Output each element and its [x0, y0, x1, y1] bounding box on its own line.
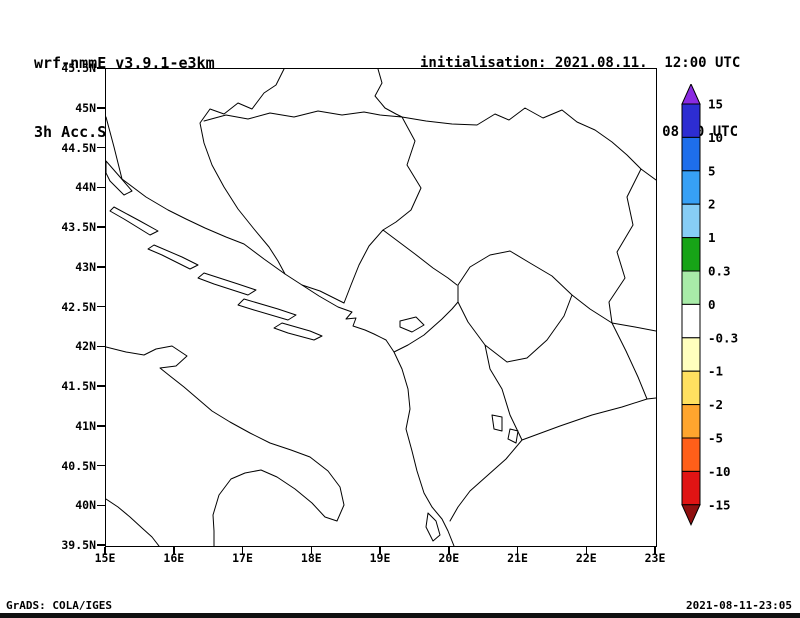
lat-tick-mark [97, 186, 105, 188]
lat-tick-label: 43.5N [61, 220, 96, 234]
map-plot-area [105, 68, 657, 547]
bottom-edge-strip [0, 613, 800, 618]
lat-tick-mark [97, 464, 105, 467]
lat-tick-label: 42N [75, 339, 96, 354]
dalmatian-islands [106, 160, 441, 542]
lon-tick-label: 16E [163, 551, 185, 565]
colorbar-segment [681, 237, 701, 272]
adriatic-east-coastline [106, 116, 455, 546]
lat-tick-label: 39.5N [61, 538, 96, 552]
lat-tick-label: 41.5N [61, 379, 96, 393]
lat-tick-mark [97, 345, 105, 347]
colorbar-segment [681, 370, 701, 406]
lon-tick-label: 15E [94, 551, 116, 565]
lon-tick-label: 18E [300, 551, 322, 565]
lat-tick-mark [97, 107, 105, 109]
colorbar-segment [681, 303, 701, 339]
lat-tick-mark [97, 266, 105, 268]
lon-tick-label: 22E [575, 551, 597, 565]
colorbar-segment [681, 404, 701, 439]
lon-tick-label: 17E [232, 551, 253, 565]
lat-tick-mark [97, 385, 105, 387]
lat-tick-mark [97, 425, 105, 427]
lon-tick-label: 19E [369, 551, 391, 565]
balkans-map [106, 69, 656, 546]
lon-tick-mark [516, 547, 519, 554]
colorbar-tick-label: 1 [708, 230, 716, 245]
colorbar: 15 10 5 2 1 0.3 0 -0.3 -1 -2 -5 -10 -15 [678, 82, 750, 531]
colorbar-segment [681, 437, 701, 472]
lat-tick-mark [97, 504, 105, 506]
colorbar-tick-label: -15 [708, 497, 731, 512]
italy-adriatic-coastline [106, 345, 345, 546]
colorbar-tick-label: 0 [708, 297, 716, 312]
lat-tick-label: 45.5N [61, 61, 96, 75]
lat-tick-mark [97, 67, 105, 69]
lon-tick-mark [654, 547, 656, 554]
colorbar-tick-label: -2 [708, 397, 723, 412]
model-title: wrf-nmmE_v3.9.1-e3km [34, 54, 215, 72]
lon-tick-mark [448, 547, 450, 554]
lat-tick-label: 44.5N [61, 140, 96, 155]
lon-tick-label: 20E [438, 551, 460, 565]
lon-tick-mark [379, 547, 381, 554]
lat-tick-label: 43N [75, 259, 96, 274]
lon-tick-mark [310, 547, 312, 554]
colorbar-tick-label: -10 [708, 464, 731, 479]
lon-tick-mark [585, 547, 587, 554]
colorbar-scale: 15 10 5 2 1 0.3 0 -0.3 -1 -2 -5 -10 -15 [681, 82, 738, 527]
initialisation-time: initialisation: 2021.08.11. 12:00 UTC [420, 55, 741, 71]
colorbar-segment [681, 470, 701, 506]
colorbar-bottom-arrow [681, 504, 701, 527]
lon-tick-mark [173, 547, 175, 554]
lat-tick-label: 42.5N [61, 299, 96, 314]
lat-tick-label: 45N [75, 100, 96, 115]
lon-tick-label: 23E [644, 551, 666, 565]
lon-tick-mark [241, 547, 244, 554]
colorbar-segment [681, 103, 701, 138]
colorbar-tick-label: 0.3 [708, 264, 731, 279]
lat-tick-label: 41N [75, 418, 96, 433]
lat-tick-label: 44N [75, 180, 96, 195]
creation-timestamp: 2021-08-11-23:05 [686, 599, 792, 612]
colorbar-tick-label: -0.3 [708, 330, 738, 345]
colorbar-segment [681, 270, 701, 305]
colorbar-segment [681, 170, 701, 205]
country-borders [199, 69, 656, 522]
lon-tick-label: 21E [507, 551, 528, 565]
lat-tick-mark [97, 146, 105, 149]
colorbar-tick-label: 10 [708, 130, 723, 145]
lat-tick-label: 40N [75, 498, 96, 513]
lat-tick-mark [97, 226, 105, 228]
colorbar-segment [681, 136, 701, 172]
colorbar-top-arrow [681, 82, 701, 105]
colorbar-segment [681, 203, 701, 239]
colorbar-tick-label: -1 [708, 364, 723, 379]
colorbar-tick-label: 15 [708, 97, 723, 112]
colorbar-segment [681, 337, 701, 372]
lakes [399, 316, 519, 444]
grads-credit: GrADS: COLA/IGES [6, 599, 112, 612]
italy-tyrrhenian-coastline [106, 498, 160, 546]
colorbar-tick-label: -5 [708, 431, 723, 446]
lat-tick-label: 40.5N [61, 458, 96, 473]
colorbar-tick-label: 5 [708, 163, 716, 178]
colorbar-tick-label: 2 [708, 197, 716, 212]
lon-tick-mark [104, 547, 106, 554]
lat-tick-mark [97, 305, 105, 308]
lat-tick-mark [97, 544, 105, 546]
